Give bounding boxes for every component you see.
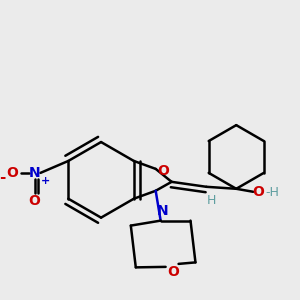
- Text: O: O: [158, 164, 170, 178]
- Text: N: N: [29, 166, 40, 180]
- Text: O: O: [28, 194, 40, 208]
- Text: -: -: [0, 170, 6, 185]
- Text: O: O: [7, 166, 19, 180]
- Text: +: +: [41, 176, 50, 186]
- Text: O: O: [252, 185, 264, 199]
- Text: N: N: [157, 204, 169, 218]
- Text: O: O: [168, 265, 179, 279]
- Text: H: H: [207, 194, 216, 207]
- Text: -H: -H: [265, 186, 279, 199]
